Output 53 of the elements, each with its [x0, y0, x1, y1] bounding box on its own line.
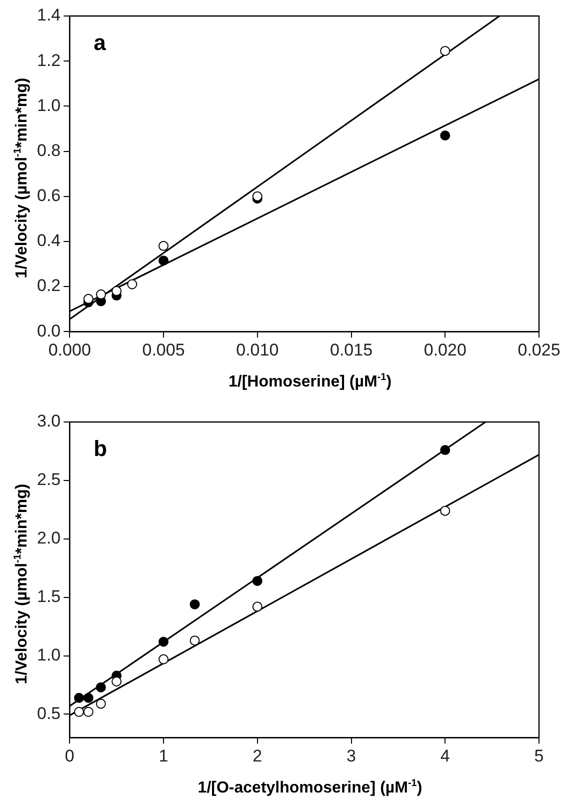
- point: [83, 294, 94, 304]
- point: [158, 636, 169, 647]
- y-tick-label: 2.0: [36, 528, 61, 548]
- y-tick-label: 1.0: [36, 645, 61, 664]
- x-tick-label: 0.015: [330, 340, 373, 360]
- annotation: a: [94, 30, 107, 55]
- x-tick-label: 5: [534, 746, 544, 766]
- x-tick-label: 4: [440, 746, 450, 766]
- point: [112, 676, 122, 686]
- point: [252, 602, 262, 612]
- x-tick-label: 0.020: [424, 340, 466, 360]
- point: [440, 46, 450, 56]
- y-tick-label: 0.2: [36, 276, 61, 296]
- point: [158, 256, 169, 266]
- y-tick-label: 2.5: [36, 470, 61, 490]
- y-tick-label: 3.0: [36, 412, 61, 431]
- x-tick-label: 0.025: [518, 340, 560, 360]
- y-tick-label: 0.4: [36, 231, 61, 250]
- point: [158, 240, 169, 251]
- x-tick-label: 0.000: [48, 340, 91, 360]
- point: [127, 279, 138, 290]
- point: [158, 654, 169, 664]
- point: [83, 692, 94, 703]
- point: [440, 506, 450, 516]
- y-tick-label: 0.5: [36, 704, 61, 723]
- x-tick-label: 1: [158, 746, 168, 766]
- y-tick-label: 1.2: [36, 50, 61, 70]
- x-tick-label: 0.005: [142, 340, 185, 360]
- point: [252, 191, 262, 202]
- x-tick-label: 2: [252, 746, 262, 766]
- x-tick-label: 0.010: [236, 340, 279, 360]
- x-axis-title: 1/[Homoserine] (µM$^{-1}$): [227, 372, 393, 392]
- y-tick-label: 0.6: [36, 186, 61, 206]
- y-tick-label: 1.0: [36, 96, 61, 115]
- point: [74, 706, 84, 717]
- point: [252, 576, 262, 586]
- y-tick-label: 0.8: [36, 140, 61, 160]
- point: [440, 130, 450, 140]
- point: [96, 698, 106, 709]
- point: [190, 599, 200, 610]
- annotation: b: [94, 436, 108, 461]
- x-axis-title: 1/[O-acetylhomoserine] (µM$^{-1}$): [196, 778, 424, 798]
- point: [74, 692, 84, 703]
- y-tick-label: 1.5: [36, 587, 61, 606]
- point: [440, 445, 450, 456]
- point: [96, 682, 106, 692]
- x-tick-label: 0: [64, 746, 74, 766]
- point: [96, 289, 106, 300]
- point: [83, 706, 94, 717]
- x-tick-label: 3: [346, 746, 356, 766]
- point: [112, 286, 122, 296]
- y-tick-label: 0.0: [36, 321, 61, 340]
- y-tick-label: 1.4: [36, 6, 61, 25]
